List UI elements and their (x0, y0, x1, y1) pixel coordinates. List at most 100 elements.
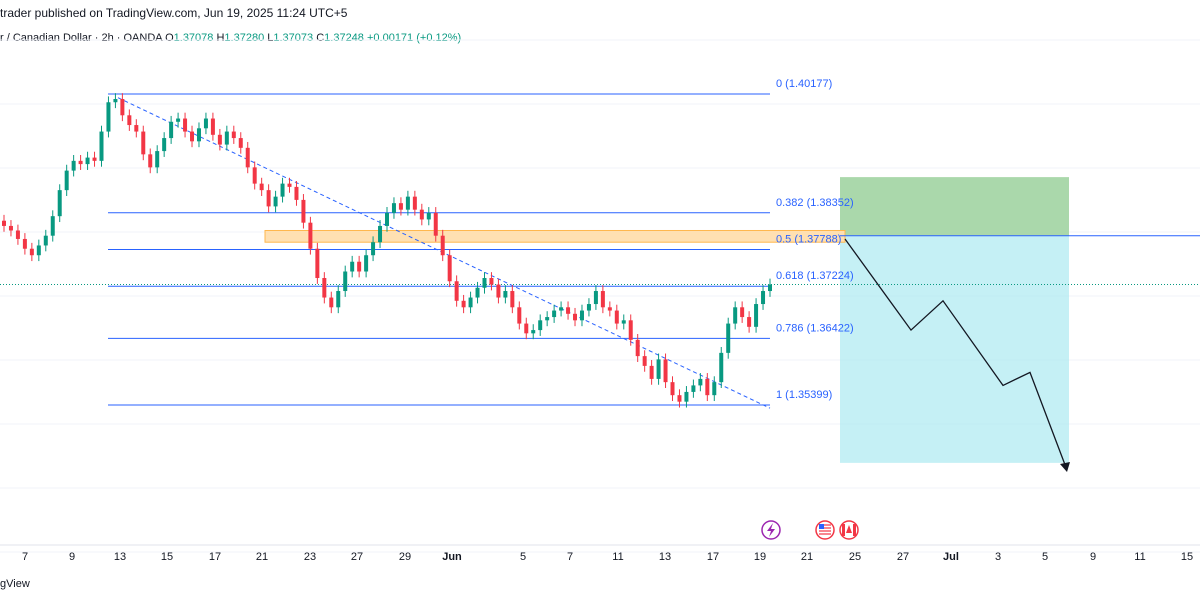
fib-level-label: 0.786 (1.36422) (776, 322, 854, 334)
time-axis-tick: 27 (351, 551, 363, 563)
time-axis-tick: 5 (520, 551, 526, 563)
candle (726, 317, 731, 359)
candle (579, 304, 584, 327)
candle (482, 272, 487, 294)
candle (148, 148, 153, 174)
time-axis-tick: 13 (114, 551, 126, 563)
candle (85, 151, 90, 170)
projection-arrow-icon (1060, 462, 1070, 473)
candle (141, 125, 146, 161)
candle (336, 285, 341, 314)
tradingview-logo: gView (0, 578, 30, 590)
projection-path[interactable] (844, 238, 1068, 471)
time-axis-tick: 21 (256, 551, 268, 563)
time-axis-tick: 23 (304, 551, 316, 563)
candle (203, 112, 208, 135)
canada-flag-icon[interactable] (839, 520, 859, 540)
fib-level-label: 0.382 (1.38352) (776, 197, 854, 209)
candle (559, 301, 564, 317)
candle (92, 151, 97, 167)
candle (642, 350, 647, 372)
candle (50, 210, 55, 242)
candle (545, 311, 550, 327)
candle (169, 115, 174, 144)
risk-zone[interactable] (840, 235, 1069, 463)
time-axis-tick: 3 (995, 551, 1001, 563)
publish-info: trader published on TradingView.com, Jun… (0, 6, 348, 20)
candle (350, 255, 355, 278)
fibonacci-retracement[interactable]: 0 (1.40177) 0.382 (1.38352) 0.5 (1.37788) 0… (108, 78, 854, 406)
candle (15, 224, 20, 245)
candle (433, 207, 438, 242)
candle (190, 125, 195, 148)
candle (231, 125, 236, 144)
candle (405, 190, 410, 216)
candle (719, 347, 724, 389)
candle (607, 301, 612, 317)
fib-level-label: 0.5 (1.37788) (776, 234, 841, 246)
candles (2, 93, 772, 408)
event-markers[interactable] (761, 520, 859, 540)
time-axis-tick: 27 (897, 551, 909, 563)
time-axis-tick: 5 (1042, 551, 1048, 563)
time-axis-tick: 9 (69, 551, 75, 563)
candle (517, 301, 522, 330)
candle (649, 360, 654, 385)
candle (343, 265, 348, 297)
fib-level-label: 0 (1.40177) (776, 78, 832, 90)
candle (57, 184, 62, 223)
candle (496, 278, 501, 304)
time-axis-tick: 15 (161, 551, 173, 563)
low-label: L (267, 32, 274, 44)
candle (176, 112, 181, 128)
candle (510, 285, 515, 314)
fib-level-label: 1 (1.35399) (776, 389, 832, 401)
candle (628, 314, 633, 346)
candle (22, 233, 27, 255)
target-zone[interactable] (840, 177, 1069, 236)
candle (266, 184, 271, 213)
candle (754, 298, 759, 333)
time-axis-tick: 29 (399, 551, 411, 563)
candle (489, 272, 494, 291)
candle (357, 255, 362, 278)
candle (566, 301, 571, 320)
candle (8, 220, 13, 237)
candle (210, 112, 215, 141)
candle (768, 278, 772, 297)
candle (252, 161, 257, 190)
candle (43, 229, 48, 252)
time-axis-tick: 21 (801, 551, 813, 563)
candle (127, 109, 132, 131)
time-axis-tick: 9 (1090, 551, 1096, 563)
candle (217, 128, 222, 151)
candle (468, 291, 473, 314)
candle (99, 125, 104, 167)
resistance-zone[interactable] (264, 229, 846, 243)
candle (698, 373, 703, 392)
candle (378, 220, 383, 249)
candle (503, 285, 508, 304)
candle (322, 272, 327, 304)
candle (593, 285, 598, 310)
candle (398, 197, 403, 216)
candle (656, 353, 661, 385)
candle (419, 203, 424, 226)
close-label: C (316, 32, 325, 44)
time-axis[interactable]: 7 9 13 15 17 21 23 27 29 Jun 5 7 11 13 17 19 21 25 27 Jul 3 5… (0, 544, 1200, 563)
candle (600, 285, 605, 314)
lightning-icon[interactable] (761, 520, 781, 540)
time-axis-tick: 13 (659, 551, 671, 563)
candle (635, 333, 640, 362)
candle (761, 285, 766, 310)
candle (538, 314, 543, 336)
candle (677, 389, 682, 408)
candle (2, 214, 6, 232)
open-label: O (165, 32, 174, 44)
candle (391, 197, 396, 219)
us-flag-icon[interactable] (815, 520, 835, 540)
candle (454, 275, 459, 307)
time-axis-tick: 17 (707, 551, 719, 563)
high-value: 1.37280 (224, 32, 265, 44)
